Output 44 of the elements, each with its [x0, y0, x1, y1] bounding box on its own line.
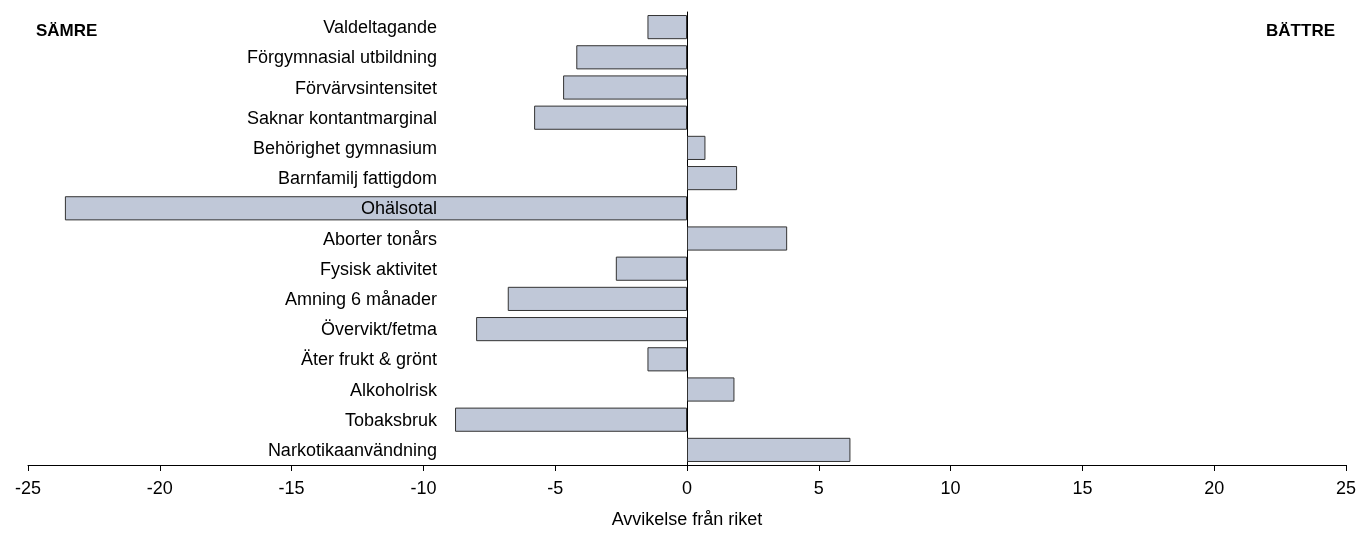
- y-tick-label: Narkotikaanvändning: [267, 439, 437, 460]
- y-tick-label: Amning 6 månader: [284, 288, 437, 309]
- bar: [687, 226, 788, 251]
- y-tick-label: Tobaksbruk: [344, 409, 438, 430]
- x-tick-label: 25: [1335, 478, 1357, 498]
- y-tick-label: Saknar kontantmarginal: [246, 107, 437, 128]
- bar: [455, 407, 687, 432]
- x-tick-label: -5: [547, 478, 564, 498]
- y-tick-label: Äter frukt & grönt: [300, 349, 437, 370]
- x-tick-label: 5: [813, 478, 824, 498]
- bar: [507, 286, 687, 311]
- y-tick-label: Alkoholrisk: [349, 379, 438, 400]
- x-tick-label: 0: [681, 478, 693, 498]
- y-tick-label: Fysisk aktivitet: [319, 258, 437, 279]
- bar: [64, 196, 687, 221]
- x-tick-label: 15: [1072, 478, 1093, 498]
- x-tick-label: -15: [278, 478, 305, 498]
- bar: [615, 256, 687, 281]
- x-tick-label: -20: [146, 478, 173, 498]
- y-tick-label: Aborter tonårs: [322, 228, 437, 249]
- bar: [563, 75, 687, 100]
- x-tick-label: -25: [14, 478, 42, 498]
- bar: [476, 317, 687, 342]
- y-tick-label: Valdeltagande: [323, 17, 437, 38]
- annotation: BÄTTRE: [1266, 21, 1336, 40]
- y-tick-label: Övervikt/fetma: [320, 319, 438, 340]
- x-tick-label: -10: [410, 478, 437, 498]
- bar: [687, 377, 735, 402]
- y-tick-label: Behörighet gymnasium: [252, 137, 437, 158]
- x-axis-title: Avvikelse från riket: [611, 509, 763, 529]
- y-tick-label: Barnfamilj fattigdom: [277, 168, 437, 189]
- y-tick-label: Förgymnasial utbildning: [246, 47, 437, 68]
- bar: [687, 166, 738, 191]
- x-tick-label: 20: [1204, 478, 1225, 498]
- annotation: SÄMRE: [36, 21, 98, 40]
- bar: [647, 347, 687, 372]
- y-tick-label: Förvärvsintensitet: [294, 77, 437, 98]
- bar: [647, 15, 687, 40]
- bar: [687, 437, 851, 462]
- x-tick-label: 10: [940, 478, 961, 498]
- bar: [687, 135, 706, 160]
- bar: [534, 105, 687, 130]
- y-tick-label: Ohälsotal: [360, 198, 437, 219]
- bar: [576, 45, 687, 70]
